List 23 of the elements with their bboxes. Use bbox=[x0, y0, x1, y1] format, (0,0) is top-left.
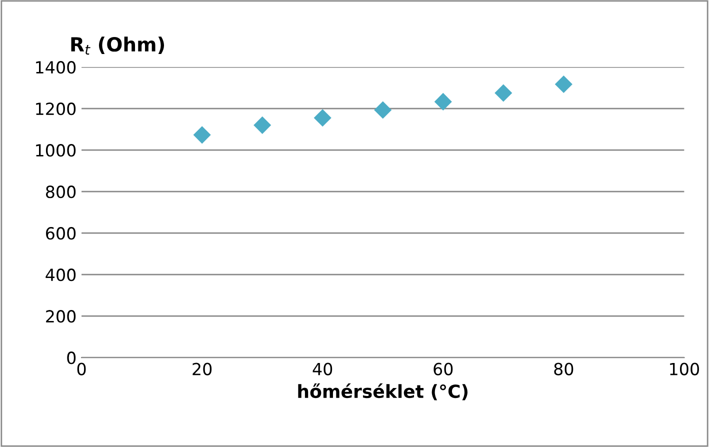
point bbox=[554, 75, 572, 94]
point bbox=[314, 109, 332, 127]
point bbox=[193, 126, 211, 144]
y-axis-title: R$_{t}$ (Ohm) bbox=[71, 36, 164, 55]
point bbox=[434, 92, 452, 110]
y-tick-label: 0 bbox=[67, 352, 76, 364]
x-tick-label: 40 bbox=[312, 362, 332, 376]
y-tick-label: 1400 bbox=[36, 61, 76, 74]
y-tick-label: 400 bbox=[46, 268, 76, 282]
y-tick-label: 600 bbox=[46, 227, 76, 240]
x-tick-label: 100 bbox=[670, 362, 699, 376]
y-tick-label: 1200 bbox=[36, 102, 76, 116]
x-axis-title: hőmérséklet (°C) bbox=[298, 383, 468, 400]
x-tick-label: 60 bbox=[434, 362, 453, 376]
x-tick-label: 0 bbox=[77, 362, 86, 376]
x-tick-label: 80 bbox=[554, 362, 574, 376]
y-tick-label: 200 bbox=[46, 310, 76, 323]
y-tick-label: 800 bbox=[46, 186, 76, 198]
y-tick-label: 1000 bbox=[36, 144, 76, 157]
point bbox=[254, 116, 272, 134]
point bbox=[374, 101, 392, 119]
x-tick-label: 20 bbox=[192, 362, 212, 376]
point bbox=[494, 84, 512, 102]
